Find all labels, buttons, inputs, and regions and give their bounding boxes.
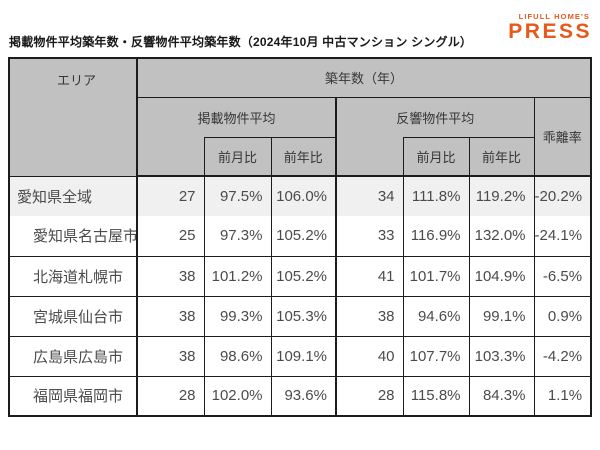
listed-avg-value: 28 xyxy=(136,375,205,417)
response-avg-value: 41 xyxy=(335,255,404,297)
response-yoy-value: 99.1% xyxy=(468,295,535,337)
divergence-value: -6.5% xyxy=(533,255,592,297)
response-avg-value: 28 xyxy=(335,375,404,417)
listed-yoy-value: 106.0% xyxy=(270,175,337,217)
page-title: 掲載物件平均築年数・反響物件平均築年数（2024年10月 中古マンション シング… xyxy=(9,35,473,49)
header-response-average-group: 反響物件平均 xyxy=(335,96,535,137)
logo-lifull-homes-text: LIFULL HOME'S xyxy=(518,12,590,21)
listed-mom-value: 99.3% xyxy=(203,295,272,337)
divergence-value: 0.9% xyxy=(533,295,592,337)
listed-yoy-value: 105.2% xyxy=(270,255,337,297)
response-yoy-value: 119.2% xyxy=(468,175,535,217)
header-listed-value-spacer xyxy=(136,137,205,177)
response-mom-value: 115.8% xyxy=(402,375,470,417)
response-mom-value: 107.7% xyxy=(402,335,470,377)
response-yoy-value: 132.0% xyxy=(468,216,535,257)
header-response-yoy: 前年比 xyxy=(468,136,535,177)
response-yoy-value: 104.9% xyxy=(468,255,535,297)
table-body: 愛知県全域 27 97.5% 106.0% 34 111.8% 119.2% -… xyxy=(8,175,592,417)
area-label: 福岡県福岡市 xyxy=(8,375,138,417)
area-label: 愛知県名古屋市 xyxy=(8,216,138,257)
area-label: 宮城県仙台市 xyxy=(8,295,138,337)
header-response-value-spacer xyxy=(335,137,404,177)
listed-yoy-value: 93.6% xyxy=(270,375,337,417)
header-building-age: 築年数（年） xyxy=(136,57,592,98)
header-response-mom: 前月比 xyxy=(402,136,470,177)
lifull-homes-press-logo: LIFULL HOME'S PRESS xyxy=(508,13,590,43)
response-mom-value: 111.8% xyxy=(402,175,470,217)
response-avg-value: 38 xyxy=(335,295,404,337)
divergence-value: -24.1% xyxy=(533,216,592,257)
listed-avg-value: 38 xyxy=(136,295,205,337)
listed-yoy-value: 105.3% xyxy=(270,295,337,337)
header-listed-average-group: 掲載物件平均 xyxy=(136,96,337,137)
response-mom-value: 101.7% xyxy=(402,255,470,297)
table-header: エリア 築年数（年） 掲載物件平均 反響物件平均 乖離率 前月比 前年比 前月比… xyxy=(8,57,593,177)
listed-mom-value: 98.6% xyxy=(203,335,272,377)
area-label: 広島県広島市 xyxy=(8,335,138,377)
header-divergence-rate: 乖離率 xyxy=(533,96,593,177)
response-avg-value: 33 xyxy=(335,216,404,257)
listed-yoy-value: 109.1% xyxy=(270,335,337,377)
building-age-table: エリア 築年数（年） 掲載物件平均 反響物件平均 乖離率 前月比 前年比 前月比… xyxy=(8,57,593,417)
table-row: 北海道札幌市 38 101.2% 105.2% 41 101.7% 104.9%… xyxy=(8,255,592,297)
listed-mom-value: 102.0% xyxy=(203,375,272,417)
area-label: 愛知県全域 xyxy=(8,175,138,217)
listed-avg-value: 38 xyxy=(136,255,205,297)
divergence-value: 1.1% xyxy=(533,375,592,417)
table-row: 愛知県名古屋市 25 97.3% 105.2% 33 116.9% 132.0%… xyxy=(8,216,592,257)
listed-mom-value: 101.2% xyxy=(203,255,272,297)
logo-press-text: PRESS xyxy=(508,19,592,43)
page-header: 掲載物件平均築年数・反響物件平均築年数（2024年10月 中古マンション シング… xyxy=(0,0,600,57)
listed-avg-value: 25 xyxy=(136,216,205,257)
response-mom-value: 94.6% xyxy=(402,295,470,337)
listed-avg-value: 38 xyxy=(136,335,205,377)
table-row: 福岡県福岡市 28 102.0% 93.6% 28 115.8% 84.3% 1… xyxy=(8,375,592,417)
table-row: 広島県広島市 38 98.6% 109.1% 40 107.7% 103.3% … xyxy=(8,335,592,377)
table-row: 愛知県全域 27 97.5% 106.0% 34 111.8% 119.2% -… xyxy=(8,175,592,217)
header-listed-yoy: 前年比 xyxy=(270,136,337,177)
header-area: エリア xyxy=(8,57,138,177)
divergence-value: -20.2% xyxy=(533,175,592,217)
response-yoy-value: 84.3% xyxy=(468,375,535,417)
response-mom-value: 116.9% xyxy=(402,216,470,257)
divergence-value: -4.2% xyxy=(533,335,592,377)
response-avg-value: 40 xyxy=(335,335,404,377)
response-avg-value: 34 xyxy=(335,175,404,217)
header-listed-mom: 前月比 xyxy=(203,136,272,177)
listed-avg-value: 27 xyxy=(136,175,205,217)
listed-yoy-value: 105.2% xyxy=(270,216,337,257)
response-yoy-value: 103.3% xyxy=(468,335,535,377)
table-row: 宮城県仙台市 38 99.3% 105.3% 38 94.6% 99.1% 0.… xyxy=(8,295,592,337)
area-label: 北海道札幌市 xyxy=(8,255,138,297)
listed-mom-value: 97.5% xyxy=(203,175,272,217)
listed-mom-value: 97.3% xyxy=(203,216,272,257)
